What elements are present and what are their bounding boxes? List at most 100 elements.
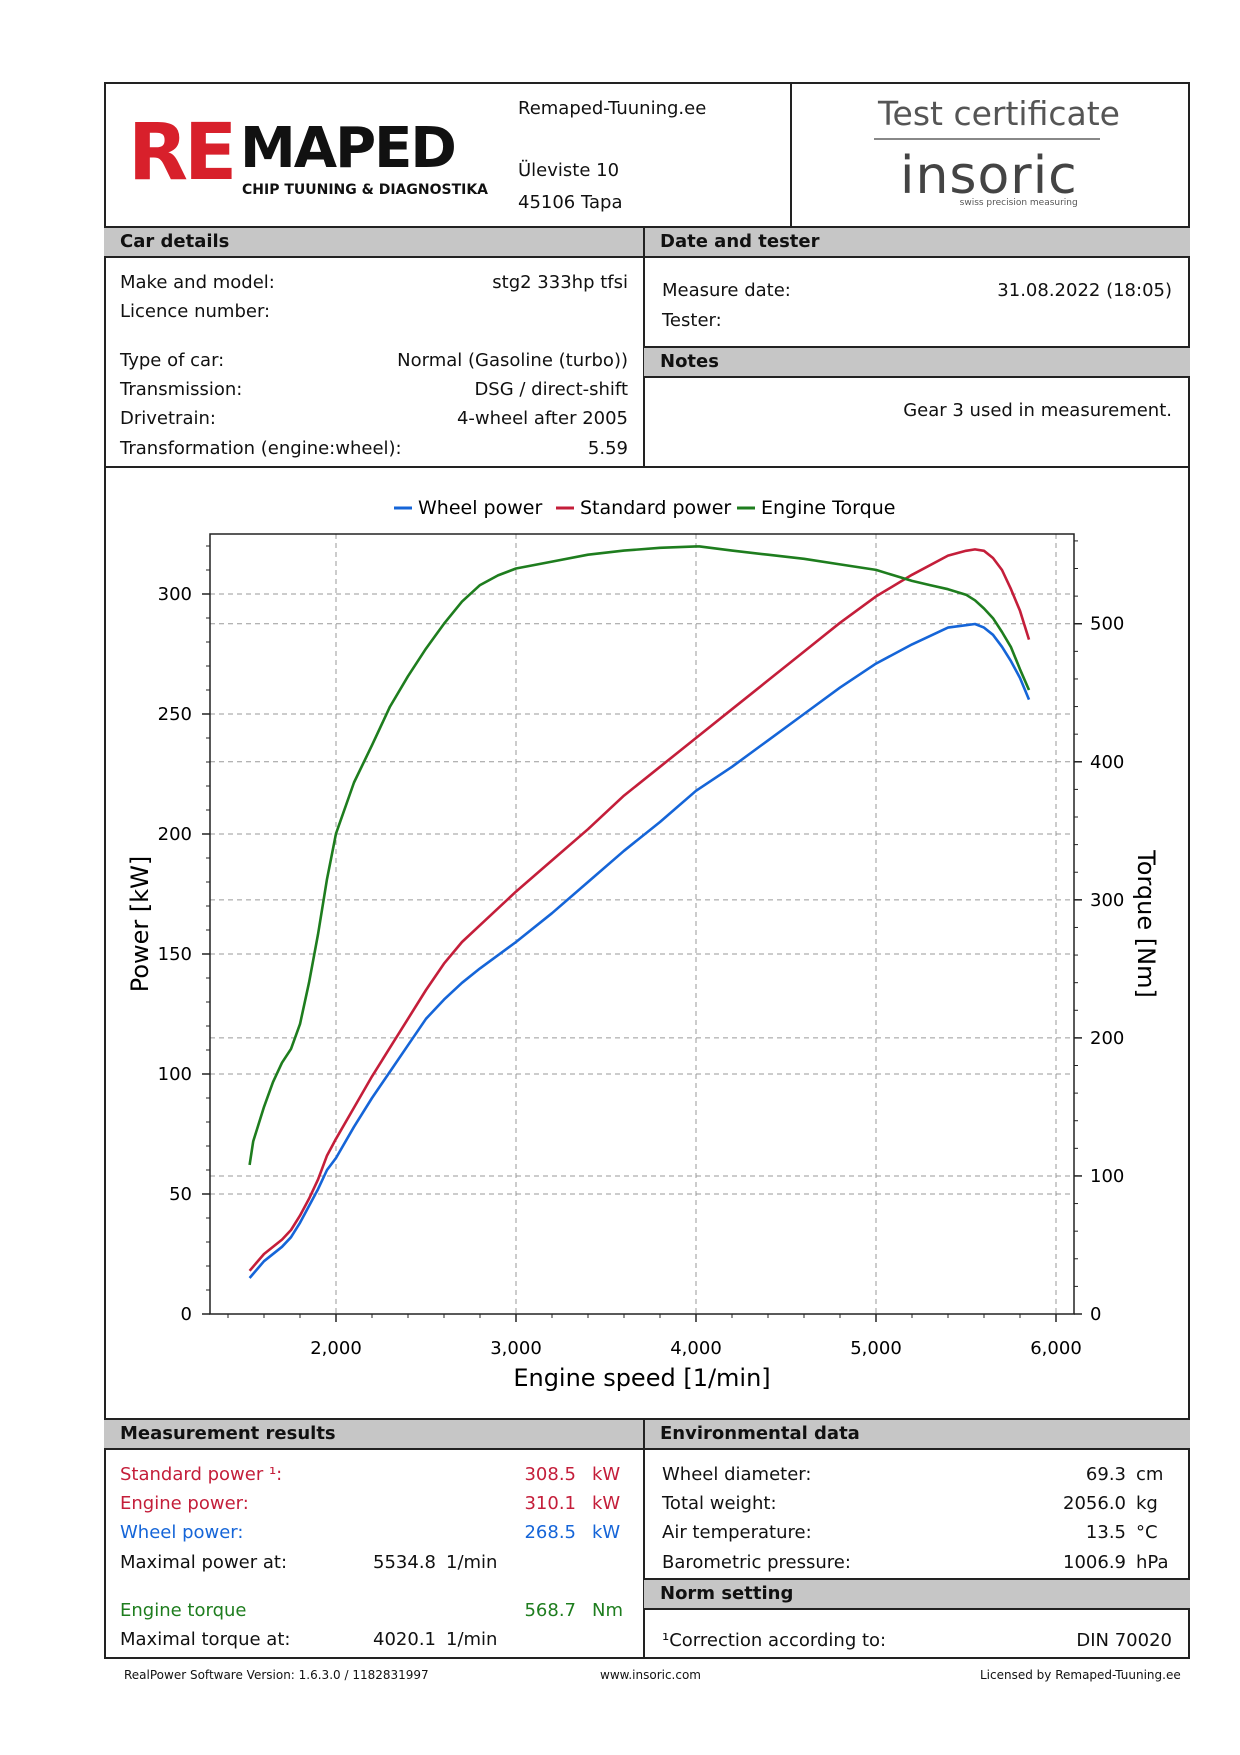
footer-website[interactable]: www.insoric.com (600, 1668, 701, 1682)
wheel-diameter-unit: cm (1136, 1464, 1164, 1485)
legend-label-0: Wheel power (418, 497, 542, 519)
legend-label-1: Standard power (580, 497, 731, 519)
x-tick-label: 4,000 (670, 1338, 722, 1359)
engine-power-label: Engine power: (120, 1493, 249, 1514)
car-type-value: Normal (Gasoline (turbo)) (397, 350, 628, 371)
y-axis-label: Power [kW] (126, 856, 154, 993)
y-tick-label: 100 (158, 1064, 192, 1085)
footer-version: RealPower Software Version: 1.6.3.0 / 11… (124, 1668, 429, 1682)
air-temperature-unit: °C (1136, 1522, 1158, 1543)
y-tick-label: 250 (158, 704, 192, 725)
x-tick-label: 6,000 (1030, 1338, 1082, 1359)
licence-label: Licence number: (120, 301, 271, 322)
transmission-value: DSG / direct-shift (474, 379, 628, 400)
y-tick-label: 0 (181, 1304, 192, 1325)
power-torque-chart: 2,000 3,000 4,000 5,000 6,000 0 50 100 150 200 250… (126, 497, 1160, 1392)
total-weight-unit: kg (1136, 1493, 1158, 1514)
plot-area-border (209, 533, 1075, 1315)
wheel-power-label: Wheel power: (120, 1522, 244, 1543)
legend-label-2: Engine Torque (761, 497, 895, 519)
max-torque-at-label: Maximal torque at: (120, 1629, 291, 1650)
notes-text: Gear 3 used in measurement. (903, 400, 1172, 421)
company-city: 45106 Tapa (518, 192, 623, 213)
total-weight-value: 2056.0 (1063, 1493, 1126, 1514)
chart-top-rule (104, 466, 1190, 468)
logo-re: RE (128, 108, 237, 198)
max-power-at-label: Maximal power at: (120, 1552, 288, 1573)
certificate-rule (874, 138, 1100, 140)
norm-value: DIN 70020 (1076, 1630, 1172, 1651)
norm-label: ¹Correction according to: (662, 1630, 887, 1651)
x-axis-label: Engine speed [1/min] (513, 1364, 770, 1392)
drivetrain-value: 4-wheel after 2005 (456, 408, 628, 429)
remaped-logo: RE MAPED CHIP TUUNING & DIAGNOSTIKA (128, 108, 489, 202)
measure-date-label: Measure date: (662, 280, 791, 301)
engine-torque-value: 568.7 (524, 1600, 576, 1621)
certificate-frame (104, 82, 1190, 1659)
wheel-diameter-label: Wheel diameter: (662, 1464, 812, 1485)
y2-tick-label: 500 (1090, 614, 1124, 635)
wheel-power-unit: kW (592, 1522, 621, 1543)
measurement-header: Measurement results (104, 1418, 644, 1450)
y2-tick-label: 0 (1090, 1304, 1101, 1325)
total-weight-label: Total weight: (662, 1493, 777, 1514)
max-power-at-unit: 1/min (446, 1552, 498, 1573)
y2-tick-label: 400 (1090, 752, 1124, 773)
y-tick-label: 50 (169, 1184, 192, 1205)
x-tick-label: 3,000 (490, 1338, 542, 1359)
transformation-value: 5.59 (587, 438, 628, 459)
x-tick-label: 5,000 (850, 1338, 902, 1359)
certificate-title: Test certificate (878, 94, 1120, 133)
middle-divider-bottom (643, 1418, 645, 1659)
company-street: Üleviste 10 (518, 160, 620, 181)
date-tester-header: Date and tester (644, 226, 1190, 258)
max-torque-at-unit: 1/min (446, 1629, 498, 1650)
wheel-diameter-value: 69.3 (1085, 1464, 1126, 1485)
insoric-tagline: swiss precision measuring (959, 198, 1078, 208)
standard-power-unit: kW (592, 1464, 621, 1485)
x-tick-label: 2,000 (310, 1338, 362, 1359)
standard-power-value: 308.5 (524, 1464, 576, 1485)
air-temperature-label: Air temperature: (662, 1522, 812, 1543)
company-name: Remaped-Tuuning.ee (518, 98, 707, 119)
norm-setting-header: Norm setting (644, 1578, 1190, 1610)
make-model-label: Make and model: (120, 272, 275, 293)
y-tick-label: 200 (158, 824, 192, 845)
y2-tick-label: 300 (1090, 890, 1124, 911)
max-power-at-value: 5534.8 (373, 1552, 436, 1573)
insoric-logo: insoric swiss precision measuring (900, 146, 1078, 208)
notes-header: Notes (644, 346, 1190, 378)
tester-label: Tester: (662, 310, 722, 331)
environment-header: Environmental data (644, 1418, 1190, 1450)
footer-license: Licensed by Remaped-Tuuning.ee (980, 1668, 1181, 1682)
transmission-label: Transmission: (120, 379, 243, 400)
measure-date-value: 31.08.2022 (18:05) (997, 280, 1172, 301)
barometric-pressure-unit: hPa (1136, 1552, 1169, 1573)
y2-axis-label: Torque [Nm] (1132, 849, 1160, 998)
engine-torque-line (248, 545, 1031, 1166)
car-details-header: Car details (104, 226, 644, 258)
engine-power-unit: kW (592, 1493, 621, 1514)
barometric-pressure-label: Barometric pressure: (662, 1552, 851, 1573)
barometric-pressure-value: 1006.9 (1063, 1552, 1126, 1573)
max-torque-at-value: 4020.1 (373, 1629, 436, 1650)
car-type-label: Type of car: (120, 350, 225, 371)
y2-tick-label: 200 (1090, 1028, 1124, 1049)
header-divider (790, 82, 792, 228)
wheel-power-value: 268.5 (524, 1522, 576, 1543)
standard-power-line (248, 548, 1031, 1272)
y2-tick-label: 100 (1090, 1166, 1124, 1187)
logo-maped: MAPED (240, 116, 457, 181)
standard-power-label: Standard power ¹: (120, 1464, 283, 1485)
drivetrain-label: Drivetrain: (120, 408, 216, 429)
engine-power-value: 310.1 (524, 1493, 576, 1514)
logo-subtitle: CHIP TUUNING & DIAGNOSTIKA (242, 182, 489, 198)
wheel-power-line (248, 622, 1031, 1279)
transformation-label: Transformation (engine:wheel): (120, 438, 402, 459)
air-temperature-value: 13.5 (1085, 1522, 1126, 1543)
y-tick-label: 150 (158, 944, 192, 965)
engine-torque-unit: Nm (592, 1600, 623, 1621)
y-tick-label: 300 (158, 584, 192, 605)
make-model-value: stg2 333hp tfsi (492, 272, 628, 293)
engine-torque-label: Engine torque (120, 1600, 247, 1621)
